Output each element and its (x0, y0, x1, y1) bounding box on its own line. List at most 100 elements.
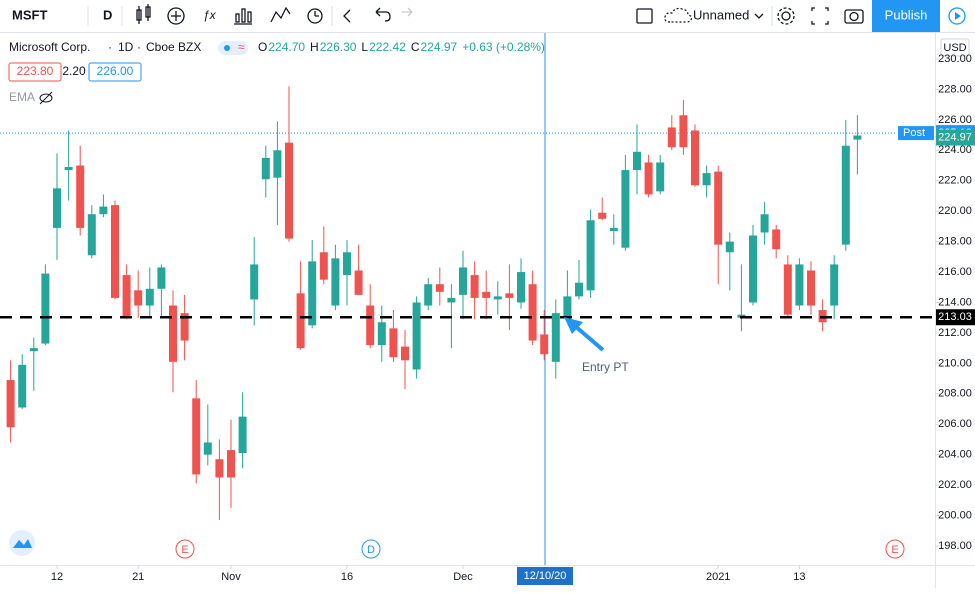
legend-exchange: Cboe BZX (146, 40, 201, 54)
candle-body (99, 206, 108, 215)
play-triangle (955, 12, 961, 20)
indicators-icon[interactable]: ƒx (203, 8, 217, 22)
y-tick-label: 198.00 (938, 540, 972, 552)
candle-body (285, 142, 293, 239)
layout-name[interactable]: Unnamed (693, 7, 749, 22)
templates-icon[interactable] (234, 8, 252, 25)
chevron-icon[interactable] (754, 13, 764, 19)
candle-body (760, 214, 769, 233)
candle-body (273, 150, 282, 178)
snapshot-icon[interactable] (844, 9, 864, 24)
candle-body (795, 264, 804, 306)
candle-body (87, 214, 96, 256)
candle-body (725, 241, 734, 253)
candle-body (215, 459, 224, 478)
ask-box[interactable] (88, 62, 142, 82)
candle-body (41, 273, 50, 344)
indicator-name[interactable]: EMA (9, 90, 35, 104)
candle-body (563, 296, 572, 318)
event-marker[interactable] (885, 539, 905, 559)
ohlc-key: O (258, 40, 267, 54)
annotation: Entry PT (582, 360, 629, 374)
candle-body (749, 235, 757, 303)
legend: Microsoft Corp. · 1D · Cboe BZX ≈ O 224.7… (8, 40, 545, 105)
candle-body (830, 264, 839, 306)
candle-body (598, 212, 607, 219)
candle-body (853, 135, 862, 140)
candle-body (319, 252, 328, 280)
replay-icon[interactable] (343, 9, 351, 23)
candle-body (169, 305, 177, 362)
candle-body (679, 115, 688, 148)
bid: 223.80 (17, 64, 54, 78)
bid-box[interactable] (8, 62, 62, 82)
expand-icon[interactable] (811, 7, 829, 25)
chart-type-icon[interactable] (136, 4, 151, 24)
currency: USD (943, 42, 966, 54)
y-tick-label: 228.00 (938, 83, 972, 95)
candle-body (807, 270, 815, 306)
market-status[interactable] (218, 41, 248, 55)
candle-body (575, 282, 583, 297)
y-tick-label: 230.00 (938, 53, 972, 65)
fullscreen-box-icon[interactable] (636, 8, 653, 24)
settings-icon[interactable] (777, 7, 795, 25)
horizontal-line-badge (936, 309, 975, 326)
candle-body (53, 188, 61, 228)
redo-icon[interactable] (402, 7, 413, 17)
y-tick-label: 206.00 (938, 418, 972, 430)
candle-body (227, 450, 235, 478)
alert-chart-icon[interactable] (270, 6, 291, 23)
x-tick-label: 16 (341, 571, 353, 583)
candle-body (261, 157, 270, 180)
toolbar: MSFT D ƒx Unnamed Publish (0, 0, 975, 33)
candle-body (459, 267, 467, 295)
symbol[interactable]: MSFT (12, 7, 47, 22)
alert-icon[interactable] (307, 8, 323, 24)
publish-label[interactable]: Publish (885, 7, 928, 22)
candle-body (331, 258, 340, 306)
event-label: D (367, 544, 375, 556)
candle-body (64, 167, 73, 171)
candle-body (644, 162, 653, 195)
y-tick-label: 202.00 (938, 479, 972, 491)
y-tick-label: 210.00 (938, 357, 972, 369)
x-tick-label: Dec (453, 571, 473, 583)
publish-button[interactable] (872, 0, 940, 32)
ohlc-key: L (361, 40, 368, 54)
ohlc-value: 224.70 (268, 40, 305, 54)
y-tick-label: 200.00 (938, 509, 972, 521)
crosshair-label-box (517, 567, 573, 585)
candle-body (122, 275, 131, 318)
event-marker[interactable] (175, 539, 195, 559)
candle-body (29, 348, 38, 352)
legend-sep: · (137, 40, 141, 54)
candle-body (691, 130, 699, 186)
candle-body (540, 334, 549, 355)
currency-box[interactable] (940, 38, 970, 57)
horizontal-line-label: 213.03 (938, 311, 972, 323)
hidden-eye-icon[interactable] (39, 91, 53, 105)
interval[interactable]: D (103, 7, 112, 22)
candle-body (6, 380, 15, 428)
candle-body (145, 288, 154, 306)
candle-body (250, 264, 259, 300)
candle-body (377, 322, 386, 346)
candle-body (238, 416, 247, 454)
annotation-arrowhead (564, 317, 583, 334)
candle-body (841, 145, 850, 245)
play-icon[interactable] (948, 7, 966, 25)
x-tick-label: Nov (221, 571, 241, 583)
ask: 226.00 (97, 64, 134, 78)
undo-icon[interactable] (375, 7, 391, 22)
x-tick-label: 21 (132, 571, 144, 583)
candle-body (180, 313, 189, 341)
candle-body (783, 264, 792, 315)
last-price: 224.97 (938, 131, 972, 143)
y-tick-label: 204.00 (938, 449, 972, 461)
candle-body (203, 442, 212, 455)
event-marker[interactable] (361, 539, 381, 559)
compare-icon[interactable] (167, 7, 185, 25)
ohlc-key: C (411, 40, 420, 54)
event-label: E (181, 544, 188, 556)
